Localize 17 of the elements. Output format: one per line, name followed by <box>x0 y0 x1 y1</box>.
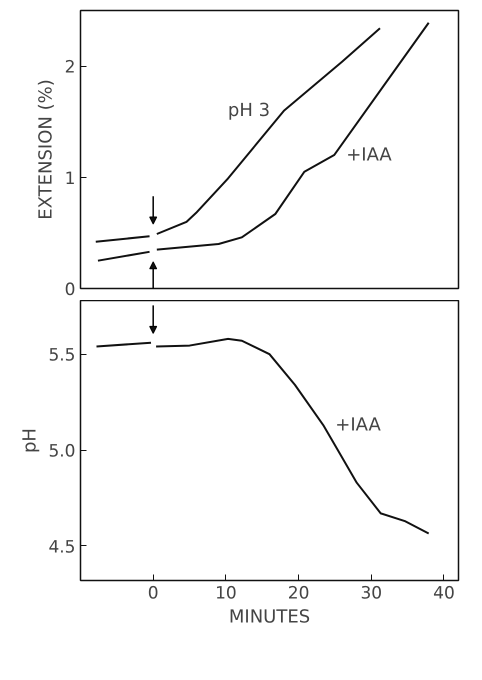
y-tick-label: 0 <box>64 280 76 300</box>
x-tick-label: 40 <box>433 584 455 604</box>
series-label: +IAA <box>335 414 382 436</box>
y-tick-label: 5.5 <box>48 346 76 366</box>
x-tick-label: 0 <box>148 584 159 604</box>
y-axis-title: pH <box>19 428 40 453</box>
y-axis-title: EXTENSION (%) <box>36 79 57 220</box>
x-axis-title: MINUTES <box>228 606 310 628</box>
x-tick-label: 10 <box>215 584 237 604</box>
y-tick-label: 5.0 <box>48 442 76 462</box>
y-tick-label: 2 <box>64 58 76 78</box>
y-tick-label: 4.5 <box>48 537 76 558</box>
y-tick-label: 1 <box>64 168 76 189</box>
x-tick-label: 30 <box>360 584 382 604</box>
series-label: +IAA <box>346 144 392 166</box>
x-tick-label: 20 <box>288 584 310 604</box>
series-label: pH 3 <box>228 100 270 122</box>
